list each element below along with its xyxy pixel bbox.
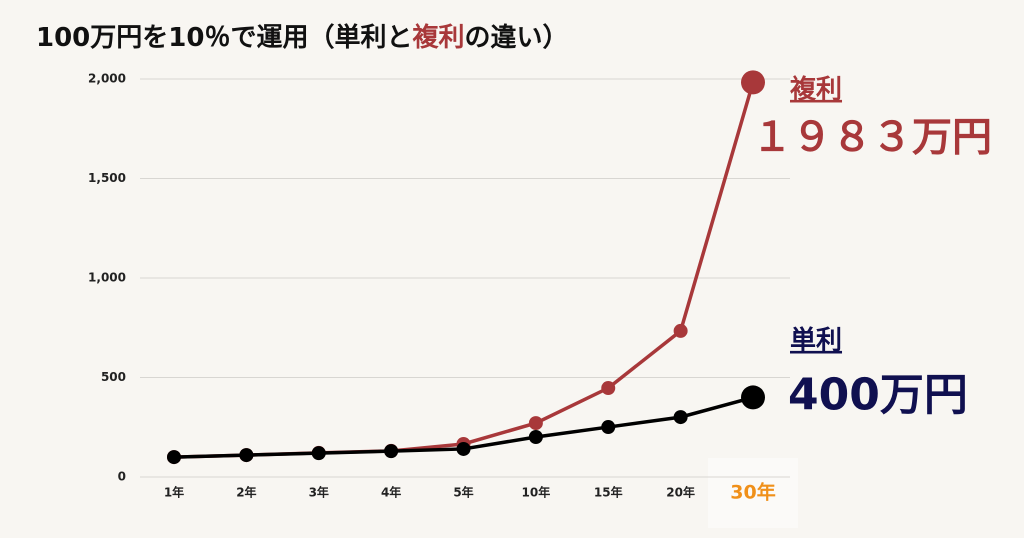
data-point bbox=[456, 441, 471, 456]
y-tick-label: 1,500 bbox=[88, 171, 126, 185]
data-point bbox=[384, 444, 399, 459]
data-point bbox=[741, 70, 765, 95]
x-tick-label: 10年 bbox=[522, 485, 551, 500]
data-point bbox=[311, 446, 326, 461]
data-point bbox=[741, 385, 765, 410]
highlight-box bbox=[708, 458, 798, 528]
x-tick-label: 2年 bbox=[236, 485, 256, 500]
x-tick-label: 3年 bbox=[309, 485, 329, 500]
data-point bbox=[528, 416, 543, 431]
y-tick-label: 2,000 bbox=[88, 72, 126, 86]
title-part: 100万円を10％で運用（単利と bbox=[36, 23, 412, 53]
x-tick-label: 20年 bbox=[666, 485, 695, 500]
legend-label: 複利 bbox=[790, 74, 842, 105]
x-tick-label: 4年 bbox=[381, 485, 401, 500]
x-tick-label: 1年 bbox=[164, 485, 184, 500]
title-part: の違い） bbox=[464, 23, 568, 53]
value-label: １９８３万円 bbox=[752, 113, 992, 160]
x-tick-label: 15年 bbox=[594, 485, 623, 500]
y-tick-label: 500 bbox=[101, 370, 126, 384]
data-point bbox=[601, 420, 616, 435]
title-part: 複利 bbox=[412, 22, 464, 53]
chart-title: 100万円を10％で運用（単利と複利の違い） bbox=[36, 22, 569, 53]
legend-label: 単利 bbox=[790, 326, 842, 356]
y-tick-label: 1,000 bbox=[88, 271, 126, 285]
data-point bbox=[673, 323, 688, 338]
x-tick-label: 5年 bbox=[453, 485, 473, 500]
value-label: 400万円 bbox=[788, 369, 968, 420]
data-point bbox=[528, 430, 543, 445]
data-point bbox=[239, 448, 254, 463]
data-point bbox=[601, 381, 616, 396]
y-tick-label: 0 bbox=[118, 470, 126, 484]
data-point bbox=[673, 410, 688, 425]
x-tick-label: 30年 bbox=[730, 481, 775, 504]
data-point bbox=[167, 450, 181, 465]
